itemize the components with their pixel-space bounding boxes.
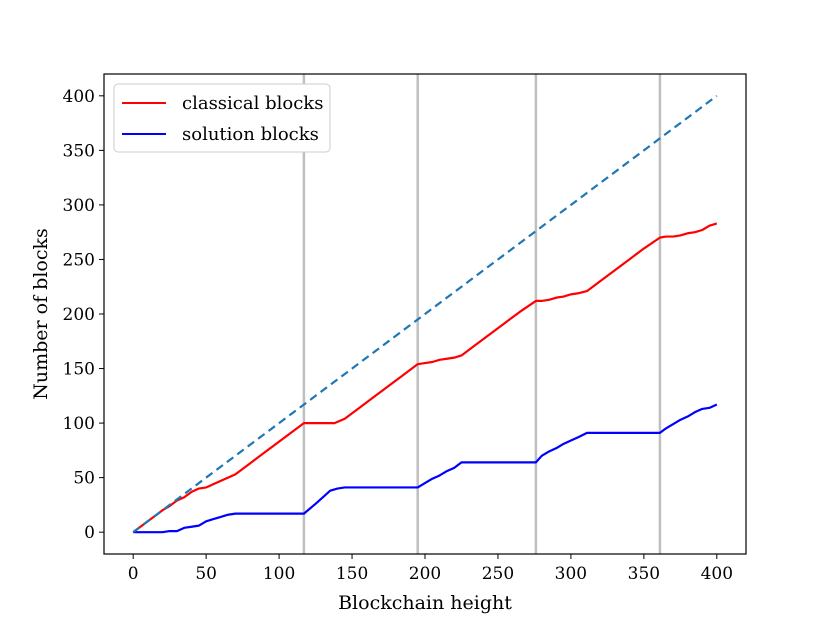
y-tick-label-6: 300 — [63, 196, 95, 216]
x-tick-label-2: 100 — [263, 564, 295, 584]
y-axis-label: Number of blocks — [30, 228, 52, 400]
y-tick-label-7: 350 — [63, 141, 95, 161]
y-tick-label-8: 400 — [63, 87, 95, 107]
x-axis-ticks: 0 50 100 150 200 250 300 350 400 — [128, 554, 733, 584]
series-line-2 — [132, 94, 718, 534]
legend-box — [113, 83, 331, 153]
x-tick-label-6: 300 — [555, 564, 587, 584]
x-tick-label-0: 0 — [128, 564, 139, 584]
y-tick-label-0: 0 — [84, 523, 95, 543]
y-tick-label-4: 200 — [63, 305, 95, 325]
series-line-1 — [133, 403, 718, 534]
legend: classical blocks solution blocks — [113, 83, 331, 153]
x-tick-label-8: 400 — [701, 564, 733, 584]
y-axis-ticks: 0 50 100 150 200 250 300 350 400 — [63, 87, 104, 543]
x-axis-label: Blockchain height — [338, 592, 512, 614]
y-tick-label-3: 150 — [63, 360, 95, 380]
series-line-0 — [132, 222, 718, 534]
y-tick-label-5: 250 — [63, 250, 95, 270]
series-layer — [132, 94, 718, 534]
x-tick-label-4: 200 — [409, 564, 441, 584]
x-tick-label-1: 50 — [195, 564, 217, 584]
legend-label-solution-blocks: solution blocks — [182, 124, 319, 145]
x-tick-label-5: 250 — [482, 564, 514, 584]
y-tick-label-2: 100 — [63, 414, 95, 434]
y-tick-label-1: 50 — [73, 469, 95, 489]
vertical-lines — [302, 74, 662, 554]
x-tick-label-7: 350 — [628, 564, 660, 584]
legend-label-classical-blocks: classical blocks — [182, 93, 323, 114]
x-tick-label-3: 150 — [336, 564, 368, 584]
